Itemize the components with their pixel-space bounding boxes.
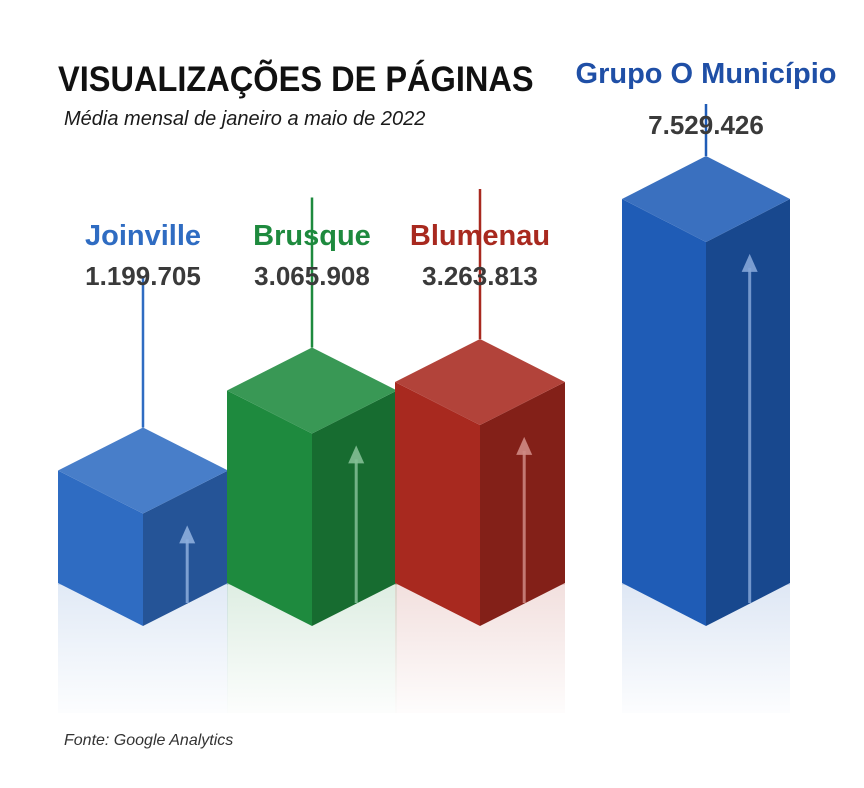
bar-value-brusque: 3.065.908 [254,261,370,291]
arrow-up-icon [348,445,365,603]
source-note: Fonte: Google Analytics [64,732,234,749]
bar-joinville [58,277,228,626]
bar-top-face-blumenau [395,338,565,425]
bar-top-face-joinville [58,427,228,514]
arrow-up-icon [516,436,533,603]
bar-left-face-brusque [227,390,312,626]
bar-label-joinville: Joinville [84,220,202,252]
bar-value-blumenau: 3.263.813 [422,261,538,291]
bar-label-brusque: Brusque [253,220,371,252]
page-subtitle: Média mensal de janeiro a maio de 2022 [64,108,426,130]
bar-right-face-brusque [312,390,397,626]
bar-top-face-grupo-o-municipio [622,156,790,242]
bar-label-grupo-o-municipio: Grupo O Município [575,58,837,90]
bar-left-face-grupo-o-municipio [622,199,706,626]
bar-left-face-joinville [58,470,143,626]
bar-value-grupo-o-municipio: 7.529.426 [648,110,764,140]
arrow-up-icon [179,525,196,603]
bar-grupo-o-municipio [622,104,790,626]
bar-right-face-grupo-o-municipio [706,199,790,626]
page-title: VISUALIZAÇÕES DE PÁGINAS [58,60,534,99]
bar-right-face-joinville [143,470,228,626]
bar-right-face-blumenau [480,381,565,626]
arrow-up-icon [741,253,758,603]
bar-brusque [227,197,397,626]
bar-value-joinville: 1.199.705 [85,261,201,291]
bar-top-face-brusque [227,347,397,434]
bar-left-face-blumenau [395,381,480,626]
bar-label-blumenau: Blumenau [409,220,551,252]
bar-blumenau [395,188,565,626]
